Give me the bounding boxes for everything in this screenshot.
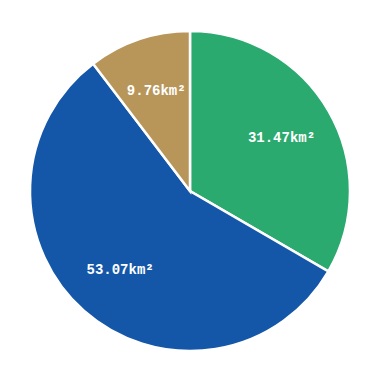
svg-text:9.76km²: 9.76km²: [127, 83, 186, 99]
svg-text:31.47km²: 31.47km²: [248, 130, 315, 146]
svg-text:53.07km²: 53.07km²: [87, 262, 154, 278]
